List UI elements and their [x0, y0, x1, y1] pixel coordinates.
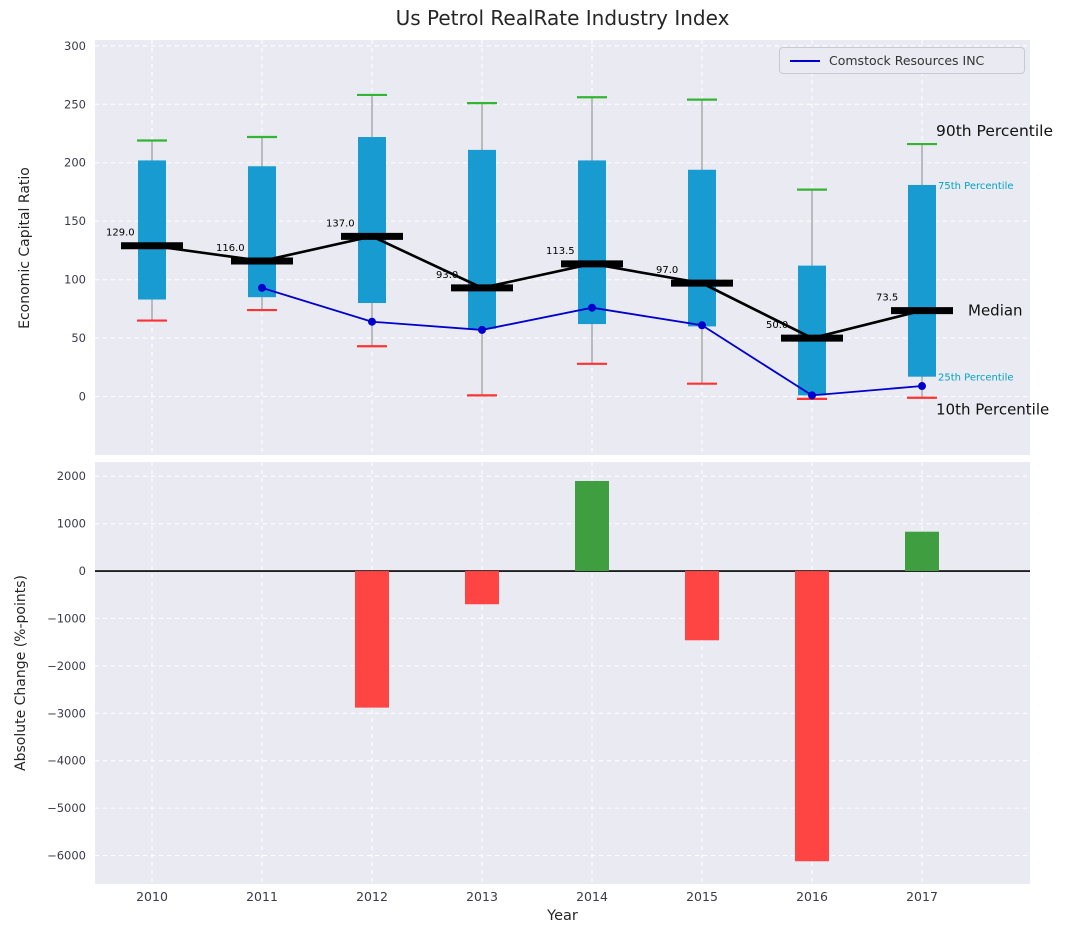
top-ytick-label: 200: [64, 156, 86, 170]
p10-annotation: 10th Percentile: [936, 401, 1049, 419]
median-value-label-2011: 116.0: [216, 243, 245, 254]
iqr-bar-2016: [798, 265, 826, 396]
top-y-axis-label: Economic Capital Ratio: [17, 167, 33, 329]
p25-annotation: 25th Percentile: [938, 373, 1014, 384]
top-ytick-label: 250: [64, 97, 86, 111]
company-point: [698, 321, 706, 330]
xtick-label-2015: 2015: [686, 889, 718, 904]
iqr-bar-2017: [908, 184, 936, 377]
xtick-label-2011: 2011: [246, 889, 278, 904]
median-value-label-2012: 137.0: [326, 218, 355, 229]
bottom-ytick-label: −6000: [47, 849, 86, 863]
p90-annotation: 90th Percentile: [936, 122, 1053, 140]
iqr-bar-2014: [578, 160, 606, 325]
top-ytick-label: 100: [64, 273, 86, 287]
top-ytick-label: 50: [71, 331, 86, 345]
iqr-bar-2015: [688, 169, 716, 327]
company-point: [258, 283, 266, 292]
company-point: [588, 303, 596, 312]
iqr-bar-2013: [468, 149, 496, 329]
xtick-label-2013: 2013: [466, 889, 498, 904]
median-annotation: Median: [968, 302, 1023, 320]
bottom-y-axis-label: Absolute Change (%-points): [13, 575, 29, 771]
change-bar-2013: [465, 571, 499, 605]
top-ytick-label: 300: [64, 39, 86, 53]
company-point: [368, 317, 376, 326]
bottom-ytick-label: −4000: [47, 754, 86, 768]
bottom-panel-bg: [95, 462, 1030, 884]
x-axis-label: Year: [547, 908, 578, 924]
median-value-label-2014: 113.5: [546, 246, 575, 257]
change-bar-2014: [575, 480, 609, 572]
xtick-label-2012: 2012: [356, 889, 388, 904]
bottom-ytick-label: 1000: [57, 517, 86, 531]
median-line: [151, 235, 923, 340]
median-value-label-2016: 50.0: [766, 320, 788, 331]
xtick-label-2017: 2017: [906, 889, 938, 904]
company-point: [478, 325, 486, 334]
p75-annotation: 75th Percentile: [938, 181, 1014, 192]
bottom-ytick-label: −3000: [47, 706, 86, 720]
legend: Comstock Resources INC: [779, 47, 1025, 74]
xtick-label-2010: 2010: [136, 889, 168, 904]
median-value-label-2017: 73.5: [876, 293, 898, 304]
legend-line-sample: [790, 59, 820, 62]
xtick-label-2014: 2014: [576, 889, 608, 904]
change-bar-2012: [355, 571, 389, 708]
change-bar-2016: [795, 571, 829, 862]
company-point: [808, 391, 816, 400]
change-bar-2015: [685, 571, 719, 641]
median-value-label-2010: 129.0: [106, 228, 135, 239]
bottom-ytick-label: −5000: [47, 801, 86, 815]
bottom-ytick-label: 0: [79, 564, 86, 578]
company-point: [918, 382, 926, 391]
iqr-bar-2011: [248, 166, 276, 298]
bottom-ytick-label: 2000: [57, 469, 86, 483]
bottom-ytick-label: −1000: [47, 611, 86, 625]
median-value-label-2015: 97.0: [656, 265, 678, 276]
change-bar-2017: [905, 531, 939, 572]
legend-label: Comstock Resources INC: [829, 53, 985, 68]
chart-title: Us Petrol RealRate Industry Index: [395, 6, 730, 30]
top-ytick-label: 0: [79, 390, 86, 404]
iqr-bar-2012: [358, 137, 386, 304]
median-value-label-2013: 93.0: [436, 270, 458, 281]
bottom-ytick-label: −2000: [47, 659, 86, 673]
xtick-label-2016: 2016: [796, 889, 828, 904]
iqr-bar-2010: [138, 160, 166, 300]
top-ytick-label: 150: [64, 214, 86, 228]
